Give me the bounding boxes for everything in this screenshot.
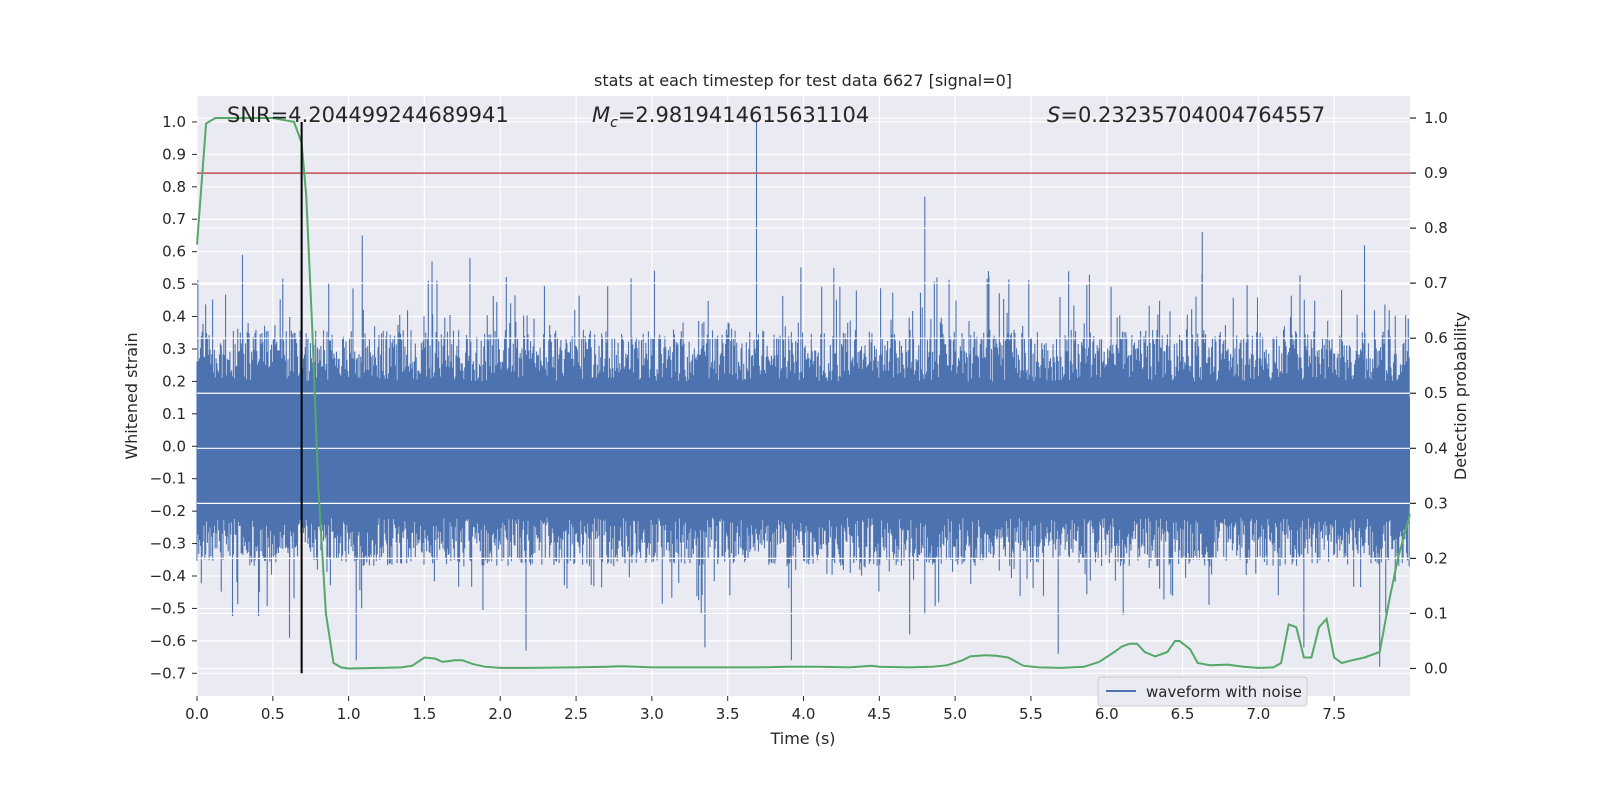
x-tick-label: 1.0 <box>337 705 361 723</box>
y-tick-label: 0.2 <box>162 372 186 390</box>
x-axis-ticks: 0.0 0.5 1.0 1.5 2.0 2.5 3.0 3.5 4.0 4.5 5.0 5.5 6.0 6… <box>185 696 1346 723</box>
y-tick-label: 0.3 <box>162 340 186 358</box>
y-tick-label: 0.1 <box>162 405 186 423</box>
y2-tick-label: 1.0 <box>1424 109 1448 127</box>
x-tick-label: 0.0 <box>185 705 209 723</box>
chirp-mass-symbol: M <box>592 103 610 127</box>
y2-axis-ticks: 0.0 0.1 0.2 0.3 0.4 0.5 0.6 0.7 0.8 0.9 1.0 <box>1410 109 1448 677</box>
y-tick-label: 1.0 <box>162 113 186 131</box>
waveform-with-noise-series <box>196 121 1410 667</box>
y-tick-label: 0.7 <box>162 210 186 228</box>
y2-tick-label: 0.2 <box>1424 549 1448 567</box>
x-tick-label: 7.5 <box>1322 705 1346 723</box>
snr-annotation: SNR=4.204499244689941 <box>227 103 509 127</box>
y2-tick-label: 0.0 <box>1424 659 1448 677</box>
y-tick-label: −0.5 <box>150 599 186 617</box>
legend-box <box>1097 676 1308 707</box>
x-tick-label: 7.0 <box>1246 705 1270 723</box>
s-value: =0.23235704004764557 <box>1060 103 1325 127</box>
x-tick-label: 4.5 <box>867 705 891 723</box>
s-symbol: S <box>1047 103 1060 127</box>
y-tick-label: −0.6 <box>150 632 186 650</box>
y-tick-label: −0.2 <box>150 502 186 520</box>
chart-title: stats at each timestep for test data 662… <box>594 71 1012 90</box>
y2-tick-label: 0.1 <box>1424 604 1448 622</box>
x-tick-label: 6.5 <box>1171 705 1195 723</box>
plot-content <box>196 117 1411 674</box>
y-tick-label: 0.6 <box>162 243 186 261</box>
x-tick-label: 5.5 <box>1019 705 1043 723</box>
y2-tick-label: 0.7 <box>1424 274 1448 292</box>
y-tick-label: 0.9 <box>162 145 186 163</box>
y-axis-ticks: −0.7 −0.6 −0.5 −0.4 −0.3 −0.2 −0.1 0.0 0.1 0.2 0.3… <box>150 113 197 682</box>
y2-tick-label: 0.3 <box>1424 494 1448 512</box>
y-tick-label: 0.4 <box>162 308 186 326</box>
x-axis-label: Time (s) <box>769 729 835 748</box>
y2-tick-label: 0.5 <box>1424 384 1448 402</box>
y2-tick-label: 0.4 <box>1424 439 1448 457</box>
s-annotation: S=0.23235704004764557 <box>1047 103 1325 127</box>
y-tick-label: −0.1 <box>150 470 186 488</box>
x-tick-label: 4.0 <box>792 705 816 723</box>
x-tick-label: 5.0 <box>943 705 967 723</box>
x-tick-label: 1.5 <box>413 705 437 723</box>
x-tick-label: 0.5 <box>261 705 285 723</box>
y-tick-label: −0.3 <box>150 535 186 553</box>
x-tick-label: 6.0 <box>1095 705 1119 723</box>
y2-tick-label: 0.6 <box>1424 329 1448 347</box>
chirp-mass-annotation: Mc=2.9819414615631104 <box>592 103 869 131</box>
y-axis-label: Whitened strain <box>122 332 141 459</box>
x-tick-label: 2.5 <box>564 705 588 723</box>
y2-tick-label: 0.9 <box>1424 164 1448 182</box>
y-tick-label: 0.5 <box>162 275 186 293</box>
y-tick-label: −0.7 <box>150 664 186 682</box>
y-tick-label: 0.8 <box>162 178 186 196</box>
x-tick-label: 3.5 <box>716 705 740 723</box>
chirp-mass-subscript: c <box>610 115 618 131</box>
chirp-mass-value: =2.9819414615631104 <box>618 103 869 127</box>
x-tick-label: 3.0 <box>640 705 664 723</box>
legend: waveform with noise <box>1097 676 1308 707</box>
y2-tick-label: 0.8 <box>1424 219 1448 237</box>
y2-axis-label: Detection probability <box>1451 312 1470 480</box>
detection-probability-series <box>196 117 1411 670</box>
x-tick-label: 2.0 <box>488 705 512 723</box>
y-tick-label: 0.0 <box>162 437 186 455</box>
y-tick-label: −0.4 <box>150 567 186 585</box>
legend-entry: waveform with noise <box>1146 683 1302 701</box>
